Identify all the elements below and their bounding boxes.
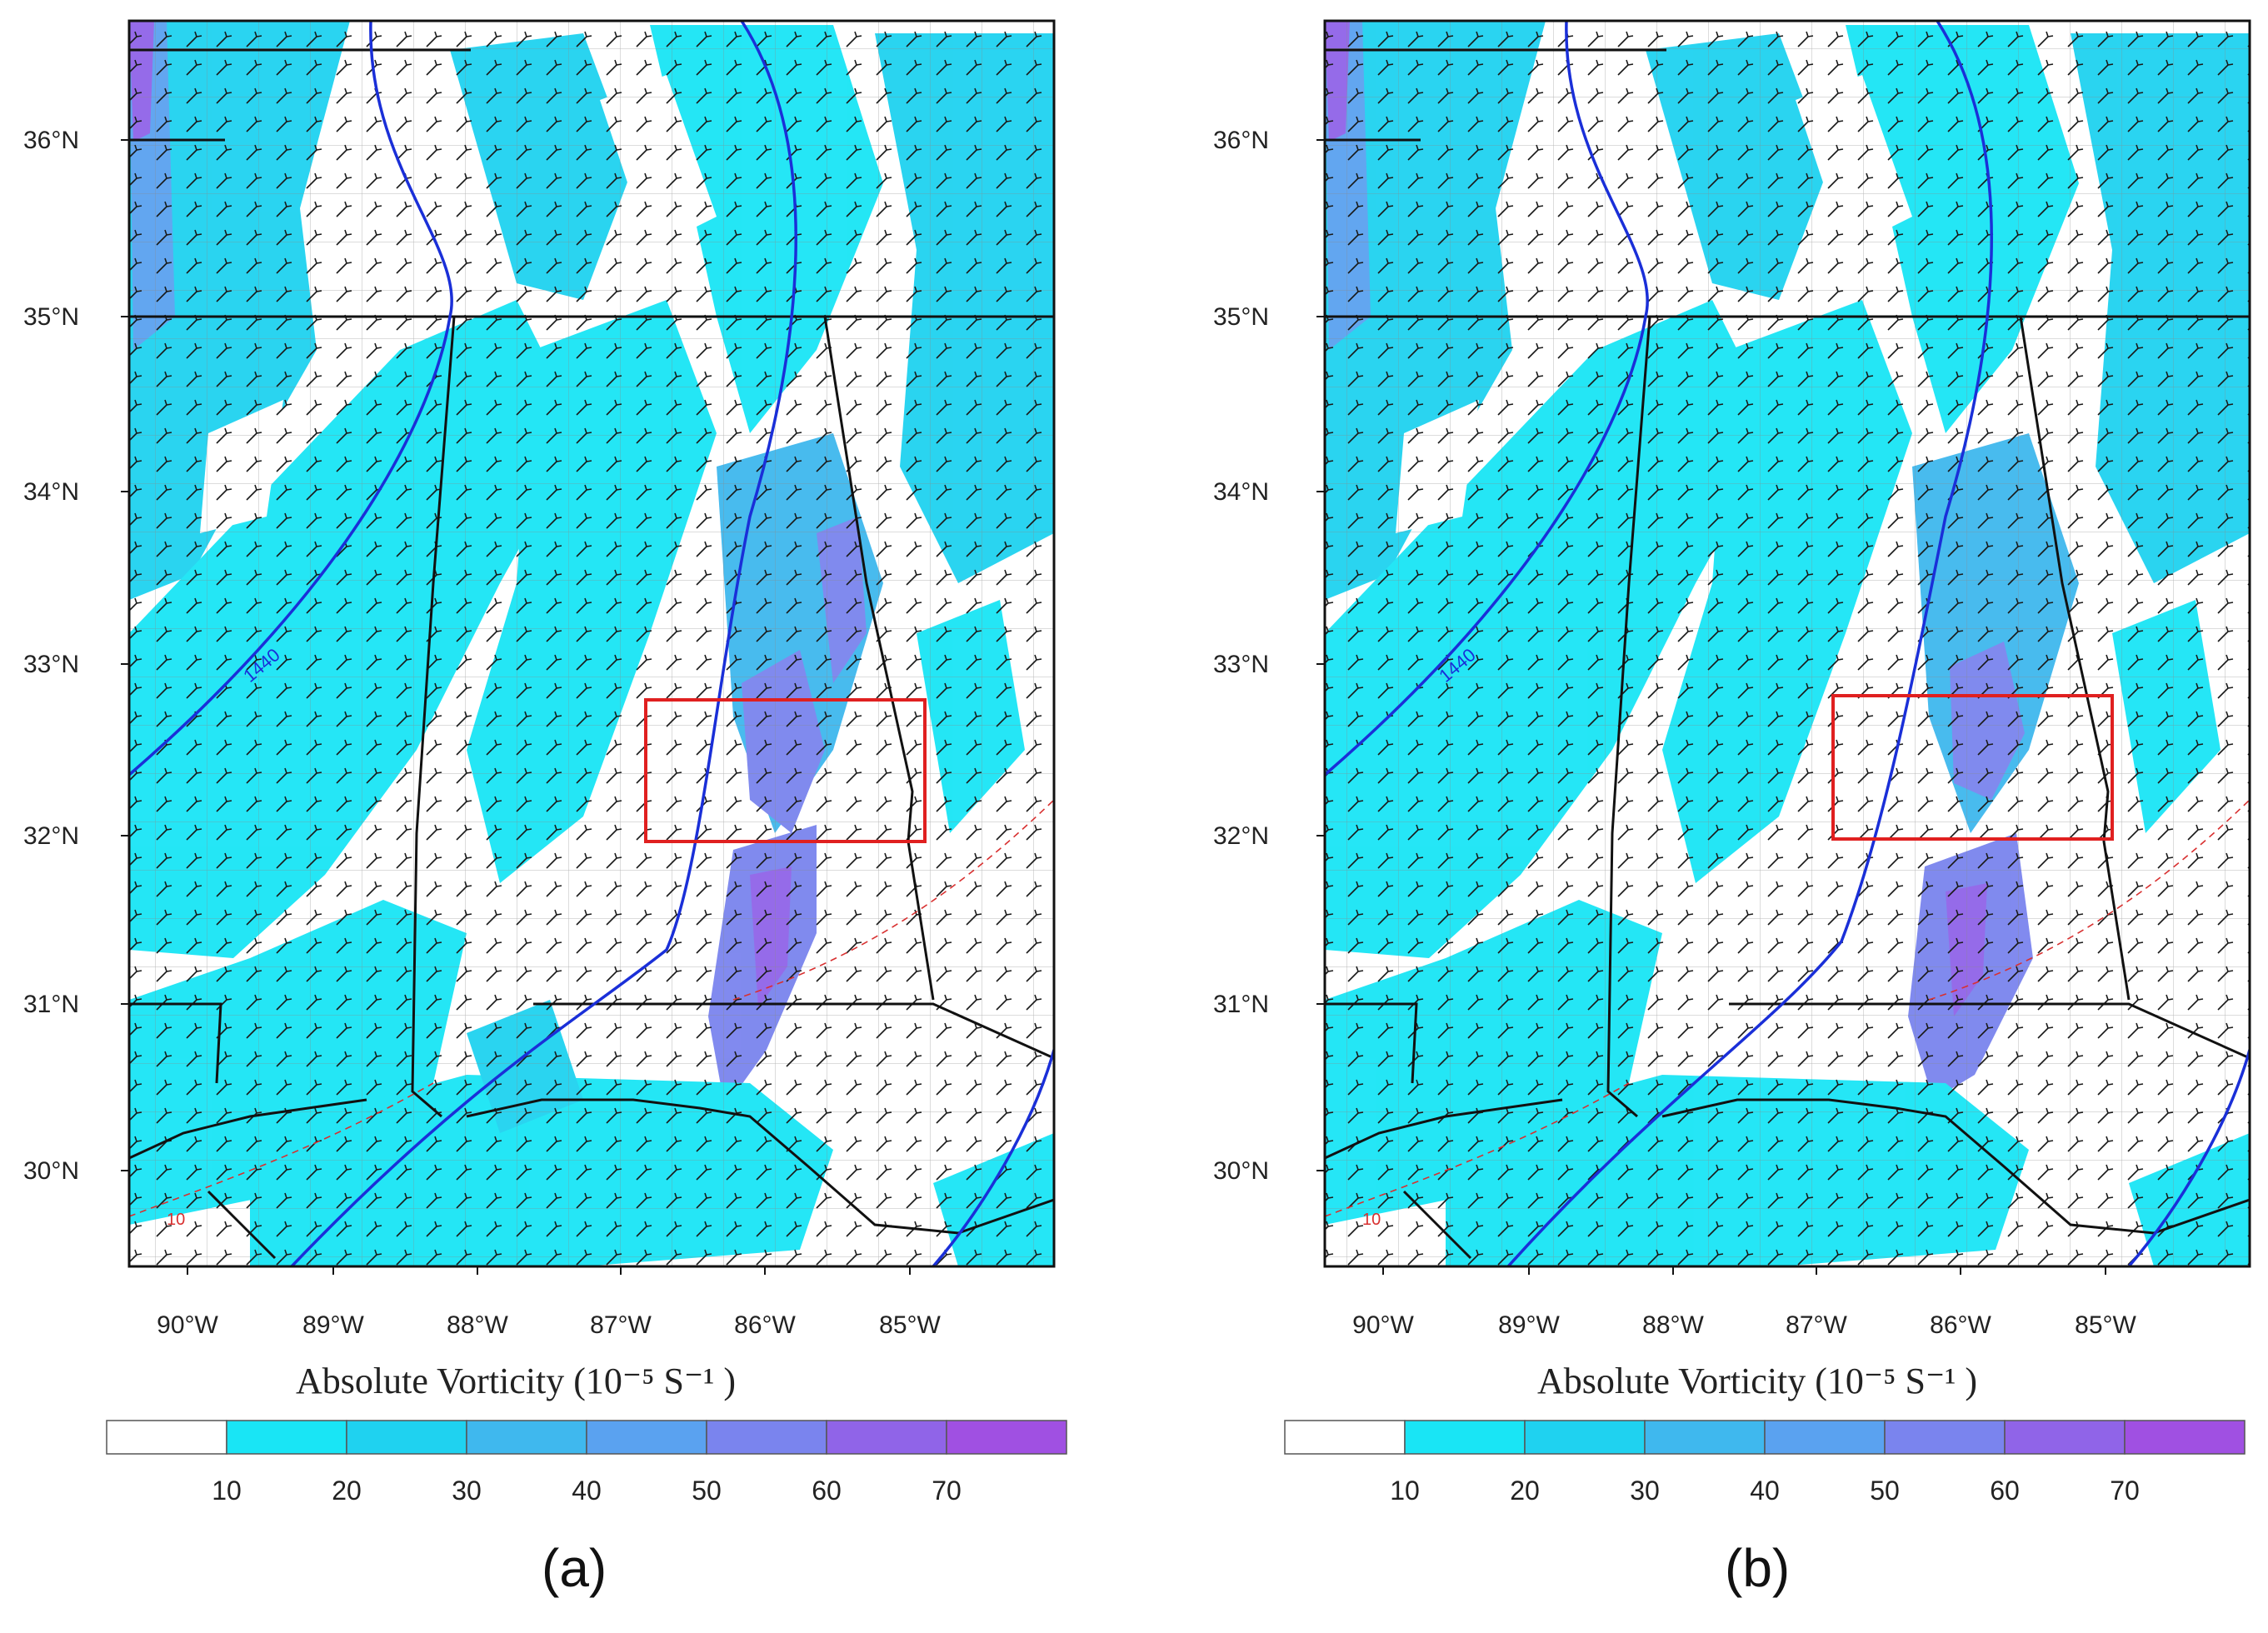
map-frame — [1323, 19, 2251, 1268]
lat-label: 35°N — [1213, 303, 1269, 331]
lat-label: 34°N — [23, 478, 79, 506]
colorbar-title: Absolute Vorticity (10⁻⁵ S⁻¹ ) — [296, 1361, 737, 1401]
colorbar-title: Absolute Vorticity (10⁻⁵ S⁻¹ ) — [1537, 1361, 1978, 1401]
colorbar-tick: 60 — [1990, 1476, 2020, 1506]
lat-label: 32°N — [1213, 822, 1269, 850]
panel-label: (a) — [542, 1538, 607, 1598]
map-plot-area: 1440 10 — [1325, 21, 2250, 1266]
contour-label-red: 10 — [167, 1211, 185, 1229]
lat-label: 31°N — [1213, 991, 1269, 1018]
temperature-contours — [129, 799, 1054, 1217]
colorbar-tick: 20 — [1510, 1476, 1540, 1506]
panel-a: 1440 10 36°N 35°N 34°N 33°N 32°N 31°N 30… — [23, 19, 1067, 1598]
lat-label: 33°N — [23, 651, 79, 678]
lon-label: 90°W — [157, 1311, 218, 1339]
map-frame — [127, 19, 1056, 1268]
vorticity-map: 1440 10 36°N 35°N 34°N 33°N 32°N 31°N 30… — [23, 19, 1067, 1506]
lat-label: 34°N — [1213, 478, 1269, 506]
colorbar-tick: 10 — [1390, 1476, 1420, 1506]
lat-label: 31°N — [23, 991, 79, 1018]
map-plot-area: 1440 10 — [129, 21, 1054, 1266]
panel-b: 1440 10 36°N 35°N 34°N 33°N 32°N 31°N 30… — [1191, 0, 2268, 1633]
wind-barbs — [1325, 21, 2250, 1266]
colorbar-tick: 40 — [1750, 1476, 1780, 1506]
latitude-labels: 36°N 35°N 34°N 33°N 32°N 31°N 30°N — [23, 127, 129, 1185]
colorbar-tick: 20 — [332, 1476, 362, 1506]
longitude-labels: 90°W 89°W 88°W 87°W 86°W 85°W — [1352, 1266, 2137, 1339]
lon-label: 89°W — [1498, 1311, 1560, 1339]
lat-label: 36°N — [1213, 127, 1269, 154]
state-borders — [129, 48, 1054, 1260]
colorbar-tick: 50 — [692, 1476, 722, 1506]
colorbar-tick: 70 — [932, 1476, 962, 1506]
lat-label: 30°N — [1213, 1157, 1269, 1185]
colorbar-tick: 30 — [1630, 1476, 1660, 1506]
lat-label: 30°N — [23, 1157, 79, 1185]
temperature-contours — [1325, 799, 2250, 1217]
colorbar-tick: 50 — [1870, 1476, 1900, 1506]
lat-label: 35°N — [23, 303, 79, 331]
lon-label: 88°W — [1642, 1311, 1704, 1339]
colorbar-tick: 30 — [452, 1476, 482, 1506]
colorbar: 10 20 30 40 50 60 70 — [1284, 1420, 2246, 1506]
lon-label: 88°W — [447, 1311, 508, 1339]
colorbar-tick: 70 — [2110, 1476, 2140, 1506]
lon-label: 87°W — [590, 1311, 652, 1339]
lat-label: 33°N — [1213, 651, 1269, 678]
colorbar: 10 20 30 40 50 60 70 — [106, 1420, 1067, 1506]
lon-label: 90°W — [1352, 1311, 1414, 1339]
lon-label: 86°W — [1930, 1311, 1991, 1339]
lon-label: 87°W — [1786, 1311, 1847, 1339]
colorbar-tick: 10 — [212, 1476, 242, 1506]
lon-label: 85°W — [2075, 1311, 2136, 1339]
lat-label: 32°N — [23, 822, 79, 850]
height-contours — [129, 21, 1054, 1266]
analysis-box — [644, 698, 927, 843]
lat-label: 36°N — [23, 127, 79, 154]
lon-label: 89°W — [302, 1311, 364, 1339]
longitude-labels: 90°W 89°W 88°W 87°W 86°W 85°W — [157, 1266, 942, 1339]
analysis-box — [1831, 694, 2114, 841]
lon-label: 86°W — [734, 1311, 796, 1339]
latitude-labels: 36°N 35°N 34°N 33°N 32°N 31°N 30°N — [1213, 127, 1325, 1185]
height-contours — [1325, 21, 2250, 1266]
wind-barbs — [129, 21, 1054, 1266]
lon-label: 85°W — [879, 1311, 941, 1339]
state-borders — [1325, 48, 2250, 1260]
contour-label-red: 10 — [1362, 1211, 1381, 1229]
colorbar-tick: 40 — [572, 1476, 602, 1506]
colorbar-tick: 60 — [812, 1476, 842, 1506]
panel-label: (b) — [1725, 1538, 1791, 1598]
vorticity-map: 1440 10 36°N 35°N 34°N 33°N 32°N 31°N 30… — [1213, 19, 2251, 1506]
